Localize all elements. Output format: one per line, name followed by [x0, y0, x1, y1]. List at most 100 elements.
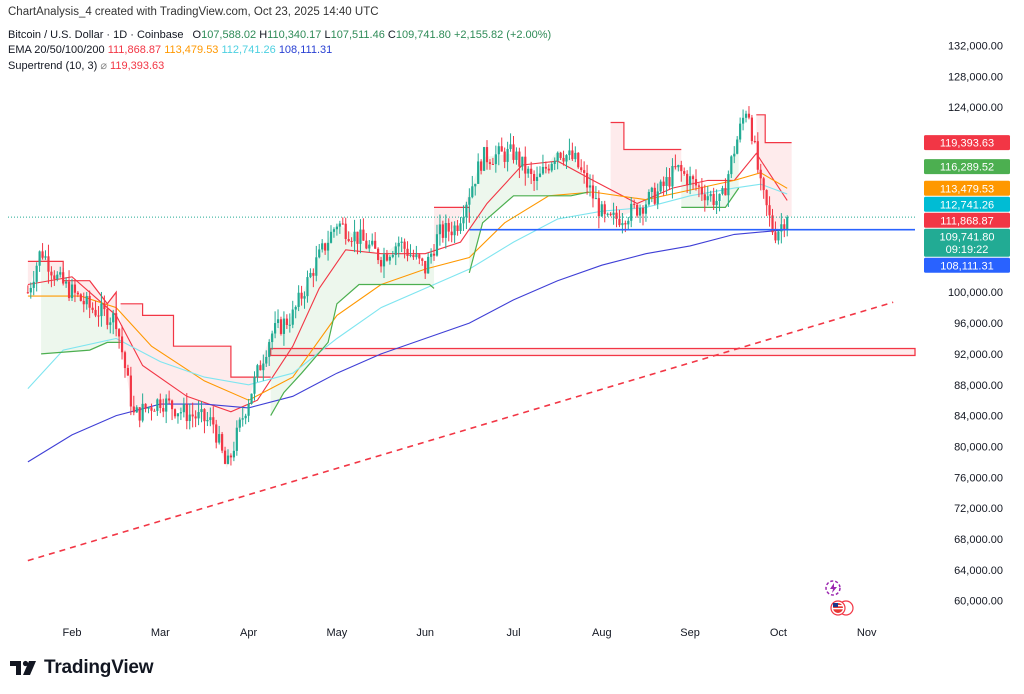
candle-body	[159, 399, 162, 409]
candle-body	[329, 231, 333, 243]
time-axis-tick-label: Apr	[240, 627, 257, 639]
candle-body	[150, 407, 153, 411]
candle-body	[59, 272, 62, 275]
candle-body	[65, 281, 68, 284]
ema200-line	[27, 229, 788, 463]
candle-body	[232, 450, 235, 458]
time-axis-tick-label: Jun	[416, 627, 434, 639]
candle-body	[485, 147, 489, 163]
candle-body	[709, 193, 712, 197]
candle-body	[365, 240, 368, 249]
price-axis-tick-label: 64,000.00	[954, 565, 1003, 577]
symbol-legend: Bitcoin / U.S. Dollar · 1D · Coinbase O1…	[8, 29, 551, 41]
ema100-line	[27, 183, 788, 389]
candle-body	[253, 376, 256, 394]
ema-title[interactable]: EMA 20/50/100/200	[8, 44, 105, 56]
countdown-timer: 09:19:22	[946, 244, 989, 256]
candle-body	[444, 223, 447, 238]
candle-body	[212, 417, 215, 425]
candle-body	[91, 307, 94, 310]
candle-body	[126, 368, 130, 376]
candle-body	[197, 412, 200, 419]
candle-body	[750, 117, 754, 142]
candle-body	[512, 144, 515, 160]
candle-body	[656, 191, 659, 204]
candle-body	[215, 424, 218, 443]
candle-body	[344, 223, 347, 240]
candle-body	[547, 168, 550, 171]
candle-body	[491, 163, 494, 165]
price-axis[interactable]: 60,000.00 64,000.00 68,000.00 72,000.00 76,0…	[948, 40, 1003, 607]
price-tag-bg	[924, 180, 1010, 196]
candle-body	[706, 196, 709, 201]
candle-body	[400, 241, 403, 243]
candle-body	[530, 168, 533, 174]
candle-body	[644, 204, 648, 214]
candle-body	[203, 409, 206, 422]
candle-body	[144, 403, 147, 409]
candle-body	[241, 418, 244, 420]
candle-body	[235, 427, 238, 451]
candle-body	[762, 178, 765, 191]
candle-body	[577, 152, 580, 168]
price-axis-tick-label: 88,000.00	[954, 380, 1003, 392]
us-flag-event-icon[interactable]	[830, 600, 854, 616]
ema-legend: EMA 20/50/100/200 111,868.87 113,479.53 …	[8, 44, 332, 56]
candle-body	[200, 409, 203, 413]
candle-body	[129, 375, 132, 407]
price-axis-tick-label: 84,000.00	[954, 411, 1003, 423]
candle-body	[556, 152, 559, 161]
candle-body	[421, 258, 424, 261]
candle-body	[703, 194, 706, 201]
candle-body	[550, 163, 553, 171]
candle-body	[562, 157, 565, 162]
candle-body	[262, 363, 265, 371]
candle-body	[541, 166, 545, 174]
tradingview-logo-icon	[10, 660, 36, 675]
candle-body	[533, 173, 536, 181]
candle-body	[138, 407, 141, 421]
candle-body	[250, 393, 253, 404]
candle-body	[44, 256, 47, 258]
candle-body	[518, 151, 521, 167]
candle-body	[718, 193, 721, 202]
event-icons[interactable]	[825, 580, 854, 616]
candle-body	[168, 398, 171, 401]
candle-body	[259, 365, 262, 371]
price-tag-value: 108,111.31	[940, 260, 993, 272]
candle-body	[385, 254, 389, 261]
symbol-title[interactable]: Bitcoin / U.S. Dollar · 1D · Coinbase	[8, 29, 184, 41]
candle-body	[279, 319, 283, 334]
news-bolt-icon[interactable]	[825, 580, 841, 596]
candle-body	[303, 296, 306, 299]
price-axis-tick-label: 128,000.00	[948, 71, 1003, 83]
time-axis[interactable]: Feb Mar Apr May Jun Jul Aug Sep Oct Nov	[63, 627, 877, 639]
candle-body	[156, 399, 159, 411]
supertrend-title[interactable]: Supertrend (10, 3)	[8, 60, 98, 72]
candle-body	[32, 281, 35, 288]
candle-body	[29, 287, 32, 293]
price-tag-bg	[924, 228, 1010, 257]
supertrend-line-7	[681, 187, 740, 208]
candle-body	[697, 185, 701, 187]
candle-body	[665, 177, 668, 186]
candle-body	[82, 300, 85, 305]
candle-body	[739, 123, 742, 140]
candle-body	[686, 173, 689, 186]
candle-body	[715, 201, 718, 205]
candle-body	[188, 414, 191, 422]
price-tag-ema20: 111,868.87	[924, 212, 1010, 228]
candle-body	[559, 152, 562, 158]
time-axis-tick-label: Feb	[63, 627, 82, 639]
candle-body	[780, 224, 783, 232]
candle-body	[733, 153, 736, 157]
candle-body	[94, 309, 97, 316]
time-axis-tick-label: Aug	[592, 627, 612, 639]
tradingview-logo[interactable]: TradingView	[10, 657, 154, 679]
candle-body	[689, 176, 692, 186]
candle-body	[488, 162, 492, 164]
open-value: 107,588.02	[201, 29, 257, 41]
candle-body	[141, 403, 144, 421]
price-axis-tick-label: 68,000.00	[954, 534, 1003, 546]
